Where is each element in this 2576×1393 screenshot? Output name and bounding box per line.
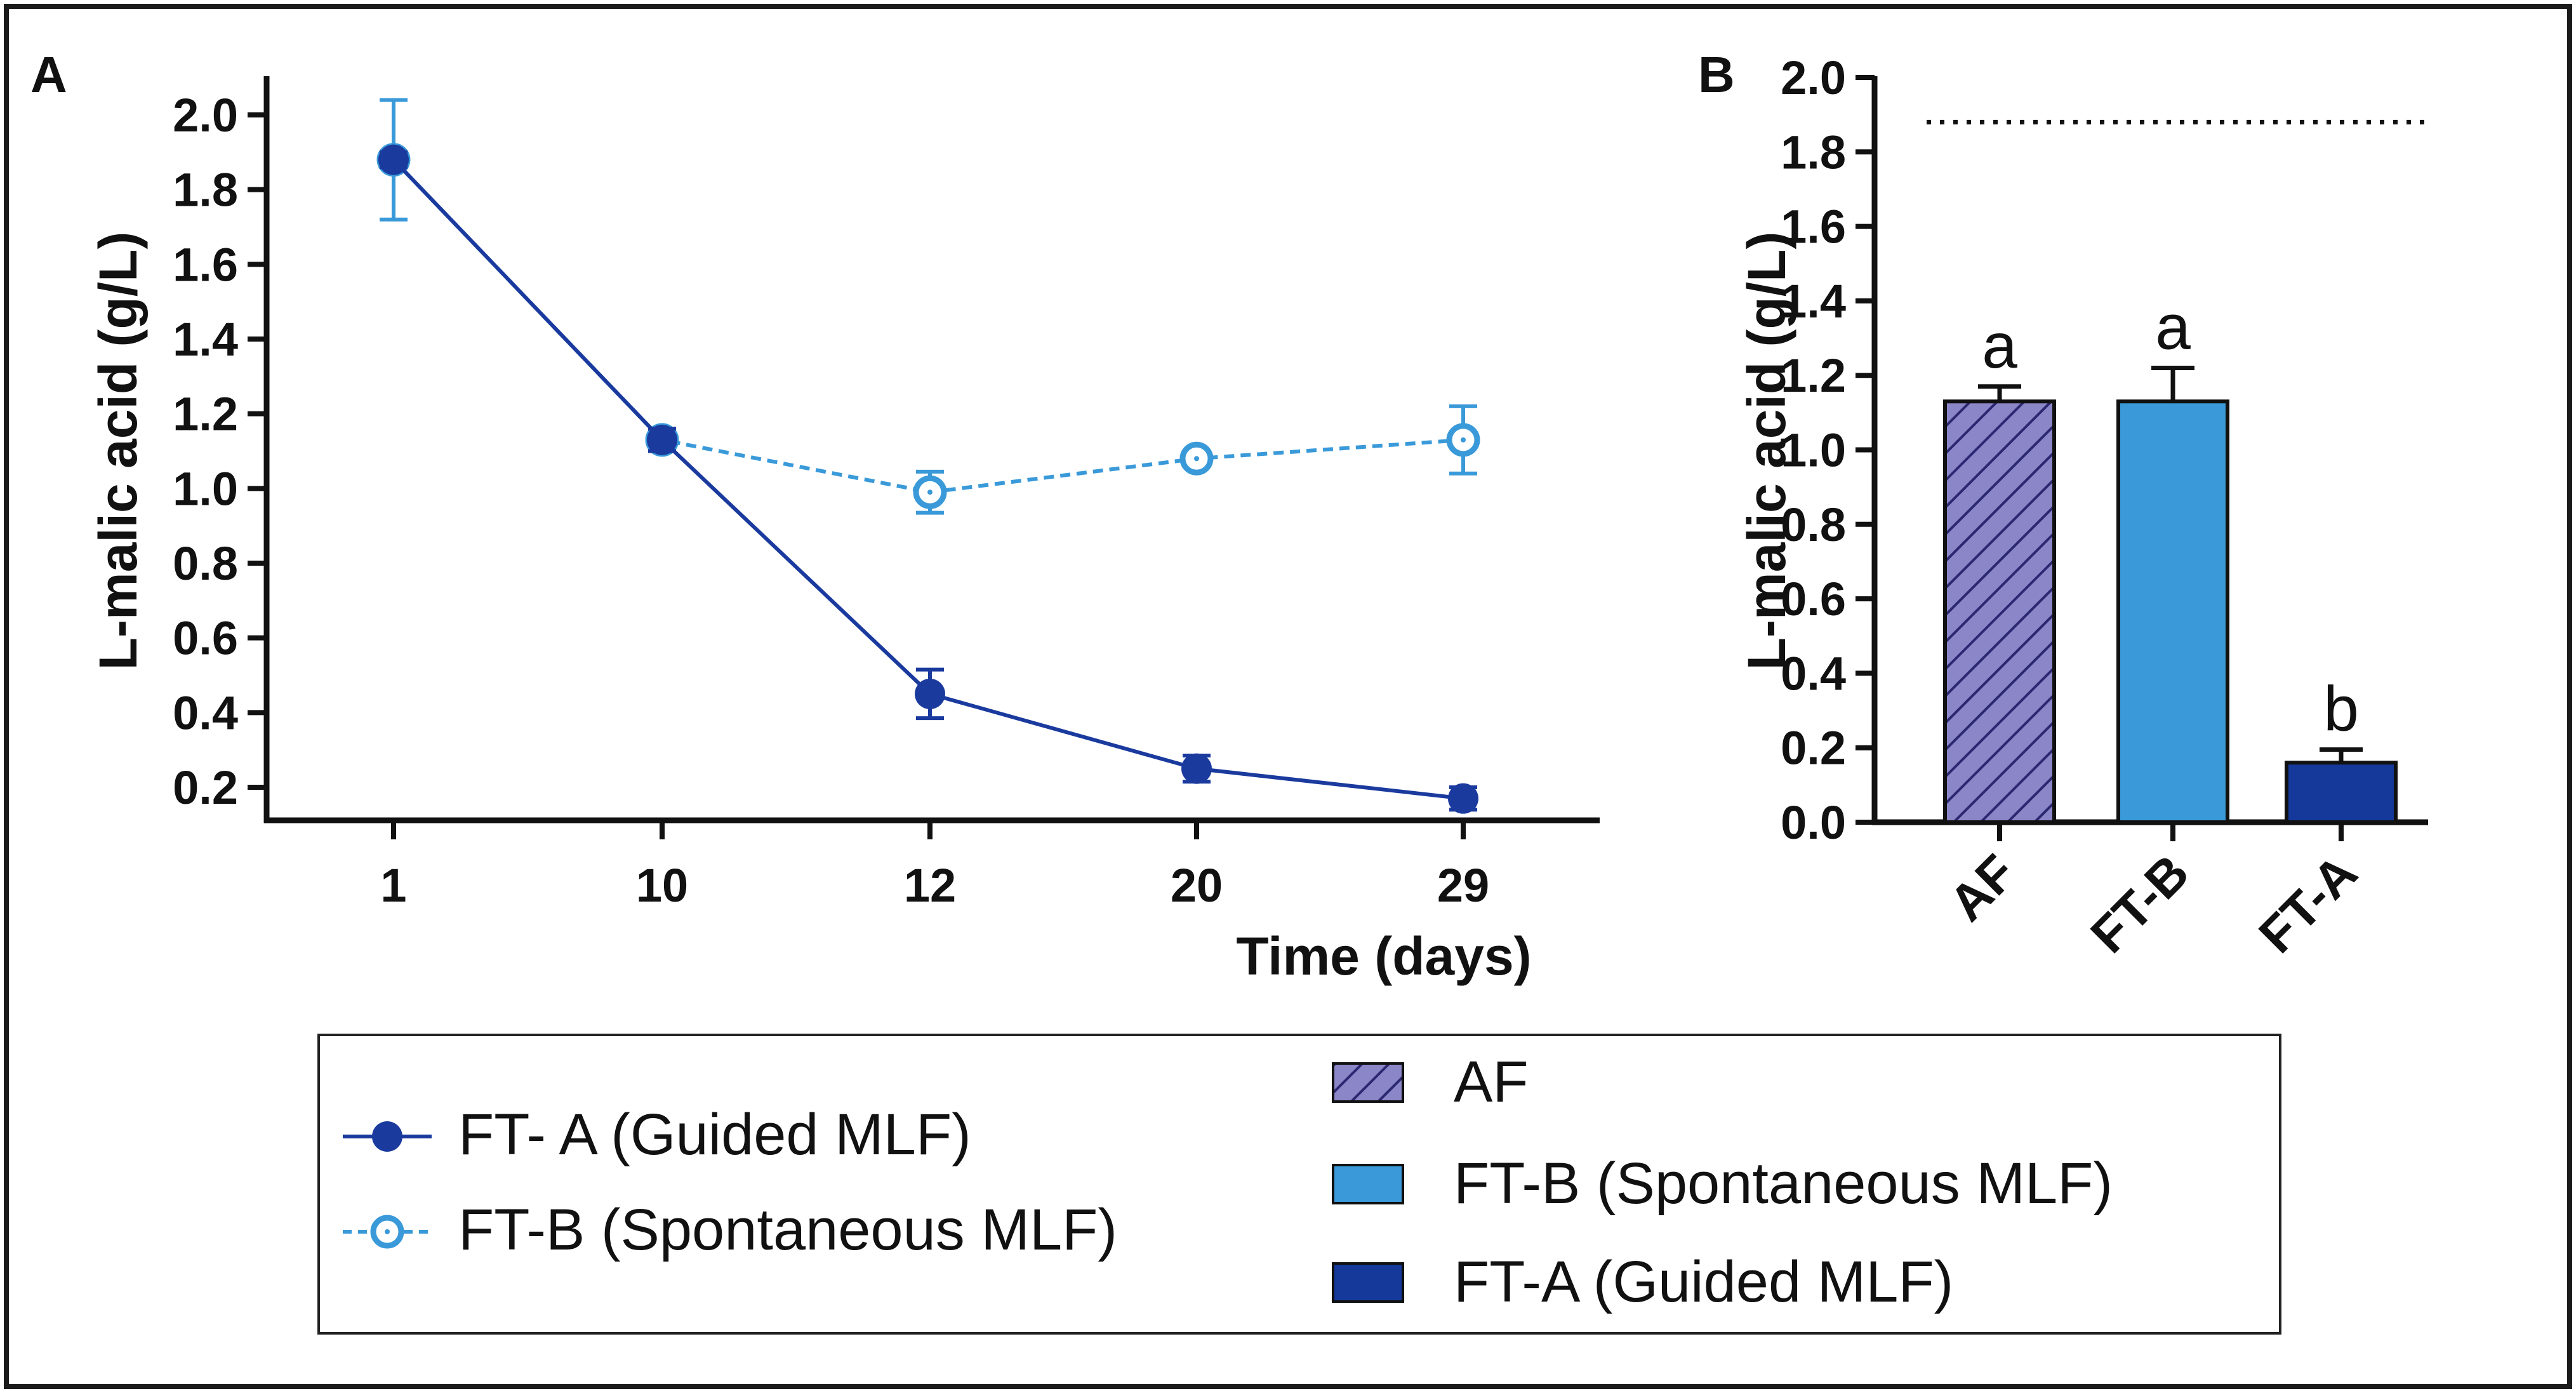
y-tick-label: 0.2 <box>1781 722 1846 775</box>
y-tick-label: 1.8 <box>1781 126 1846 178</box>
bar-chart-y-label: L-malic acid (g/L) <box>1737 232 1796 670</box>
legend-item-bar-ft-a: FT-A (Guided MLF) <box>1332 1250 1953 1314</box>
line-chart-y-axis: 0.2 0.4 0.6 0.8 1.0 1.2 1.4 1.6 1.8 2.0 <box>173 89 267 814</box>
bar-chart: 0.0 0.2 0.4 0.6 0.8 1.0 1.2 1.4 1.6 1.8 2.0 L-mali… <box>1737 51 2428 964</box>
data-point <box>647 424 677 455</box>
legend-open-circle-center <box>385 1229 390 1234</box>
y-tick-label: 1.6 <box>173 238 238 291</box>
legend-hatched-swatch <box>1332 1062 1404 1103</box>
data-point <box>378 144 409 175</box>
legend: FT- A (Guided MLF) FT-B (Spontaneous MLF… <box>317 1034 2281 1335</box>
y-tick-label: 2.0 <box>1781 51 1846 104</box>
legend-box <box>317 1034 2281 1335</box>
line-chart-x-label: Time (days) <box>1236 926 1531 986</box>
y-tick-label: 0.4 <box>173 686 238 739</box>
x-tick-label: 12 <box>904 859 956 912</box>
y-tick-label: 0.2 <box>173 761 238 814</box>
x-tick-label: 29 <box>1437 859 1489 912</box>
legend-item-line-ft-a: FT- A (Guided MLF) <box>343 1102 971 1167</box>
data-point-center <box>927 490 933 495</box>
bar-ft-a <box>2285 761 2398 825</box>
data-point <box>1181 753 1212 784</box>
y-tick-label: 2.0 <box>173 89 238 142</box>
y-tick-label: 0.0 <box>1781 796 1846 849</box>
x-tick-label: 10 <box>636 859 688 912</box>
series-ft-a <box>378 144 1478 814</box>
legend-label: AF <box>1454 1050 1529 1114</box>
y-tick-label: 1.8 <box>173 164 238 217</box>
line-chart-y-label: L-malic acid (g/L) <box>88 232 148 670</box>
legend-item-line-ft-b: FT-B (Spontaneous MLF) <box>343 1197 1117 1262</box>
legend-label: FT-B (Spontaneous MLF) <box>1454 1151 2113 1216</box>
x-tick-label: 20 <box>1171 859 1223 912</box>
legend-item-bar-ft-b: FT-B (Spontaneous MLF) <box>1332 1151 2113 1216</box>
data-point <box>915 678 945 709</box>
bar-chart-y-axis: 0.0 0.2 0.4 0.6 0.8 1.0 1.2 1.4 1.6 1.8 2.0 <box>1781 51 1875 849</box>
bar-af <box>1943 399 2056 824</box>
line-chart: 0.2 0.4 0.6 0.8 1.0 1.2 1.4 1.6 1.8 2.0 1 10 12 20 29… <box>88 76 1600 986</box>
y-tick-label: 0.8 <box>1781 498 1846 551</box>
data-point-center <box>1461 437 1466 443</box>
legend-label: FT-B (Spontaneous MLF) <box>458 1197 1117 1262</box>
y-tick-label: 1.0 <box>1781 424 1846 477</box>
legend-label: FT-A (Guided MLF) <box>1454 1250 1953 1314</box>
line-chart-x-axis: 1 10 12 20 29 <box>380 820 1489 912</box>
panel-label-a: A <box>30 46 67 103</box>
y-tick-label: 1.2 <box>173 388 238 441</box>
data-point-center <box>1194 456 1199 462</box>
y-tick-label: 1.6 <box>1781 201 1846 253</box>
legend-filled-circle-marker <box>372 1121 402 1152</box>
y-tick-label: 0.6 <box>173 612 238 665</box>
legend-bar-swatch <box>1332 1262 1404 1303</box>
y-tick-label: 0.6 <box>1781 573 1846 625</box>
y-tick-label: 1.0 <box>173 462 238 515</box>
significance-letter: a <box>2155 291 2191 363</box>
x-tick-label: 1 <box>380 859 406 912</box>
panel-label-b: B <box>1698 46 1735 103</box>
bar-ft-b <box>2116 399 2229 824</box>
y-tick-label: 1.2 <box>1781 349 1846 402</box>
significance-letter: b <box>2323 674 2359 745</box>
y-tick-label: 0.4 <box>1781 647 1846 700</box>
legend-label: FT- A (Guided MLF) <box>458 1102 971 1167</box>
legend-bar-swatch <box>1332 1164 1404 1204</box>
data-point <box>1448 783 1478 814</box>
legend-item-bar-af: AF <box>1332 1050 1529 1114</box>
significance-letter: a <box>1982 310 2017 382</box>
y-tick-label: 1.4 <box>1781 275 1846 328</box>
y-tick-label: 1.4 <box>173 313 238 366</box>
y-tick-label: 0.8 <box>173 537 238 590</box>
